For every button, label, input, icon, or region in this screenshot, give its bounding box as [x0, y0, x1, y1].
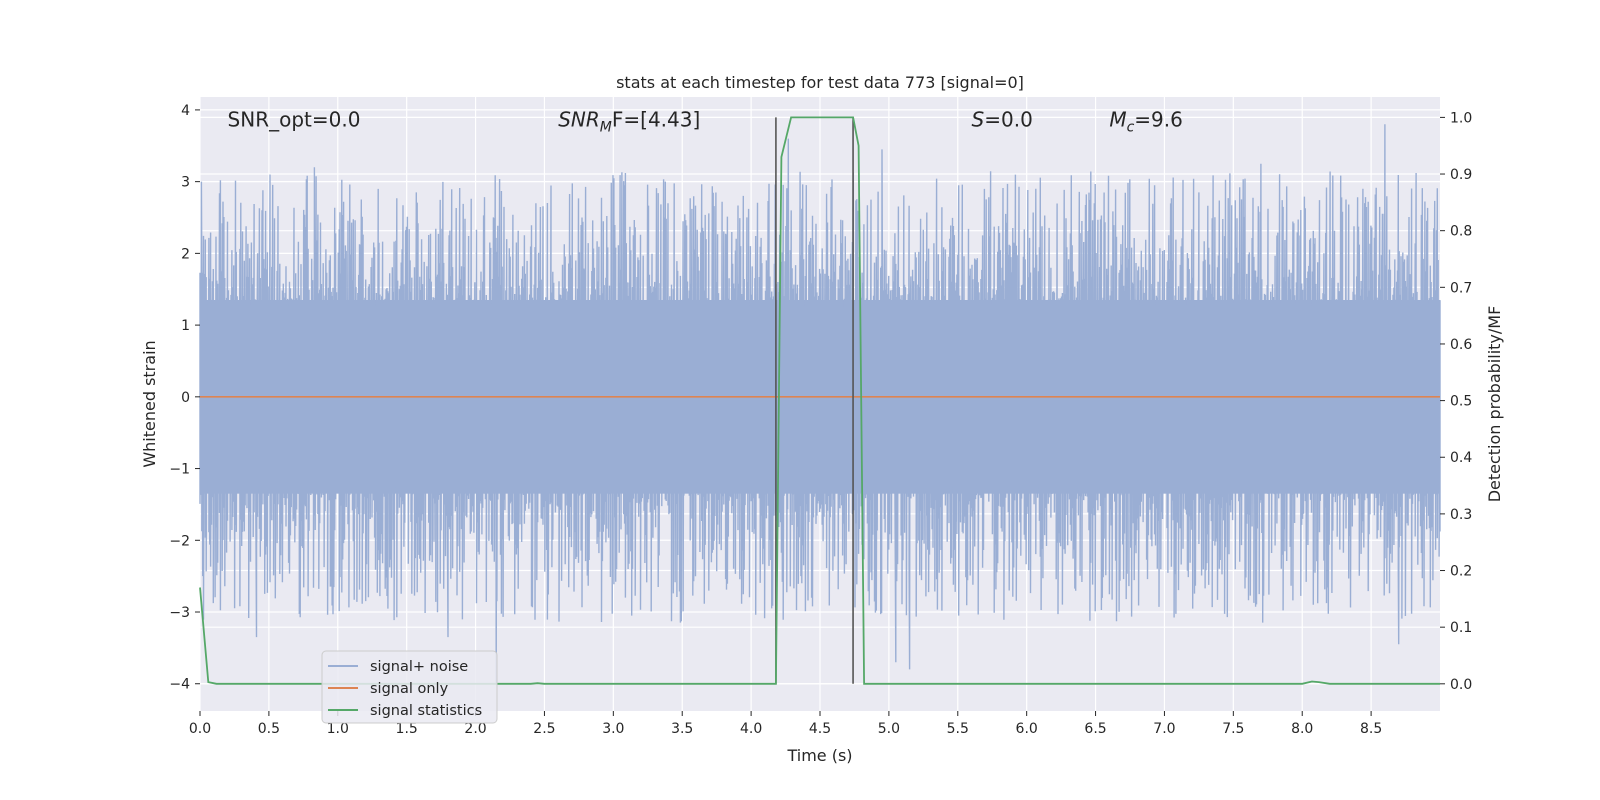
x-tick-label: 8.5: [1360, 721, 1382, 737]
chart-title: stats at each timestep for test data 773…: [616, 73, 1024, 92]
noise-trace: [199, 124, 1441, 684]
y-right-tick-label: 0.6: [1450, 337, 1472, 353]
legend-label: signal+ noise: [370, 659, 468, 675]
x-tick-label: 0.5: [258, 721, 280, 737]
y-left-tick-label: −4: [169, 677, 190, 693]
x-tick-label: 7.5: [1222, 721, 1244, 737]
y-left-tick-label: 1: [181, 318, 190, 334]
y-right-tick-label: 0.3: [1450, 507, 1472, 523]
x-tick-label: 0.0: [189, 721, 211, 737]
y-right-tick-label: 1.0: [1450, 110, 1472, 126]
y-right-tick-label: 0.9: [1450, 167, 1472, 183]
x-tick-label: 1.0: [327, 721, 349, 737]
x-tick-label: 4.5: [809, 721, 831, 737]
legend: signal+ noise signal only signal statistic…: [321, 650, 498, 724]
x-tick-label: 3.5: [671, 721, 693, 737]
y-left-tick-label: 4: [181, 103, 190, 119]
x-tick-label: 1.5: [396, 721, 418, 737]
x-tick-label: 2.0: [464, 721, 486, 737]
x-tick-label: 6.0: [1016, 721, 1038, 737]
y-left-tick-label: −2: [169, 533, 190, 549]
y-right-tick-label: 0.0: [1450, 677, 1472, 693]
x-tick-label: 3.0: [602, 721, 624, 737]
x-axis-ticks: 0.0 0.5 1.0 1.5 2.0 2.5 3.0 3.5 4.0 4.5 5.0 5.5 6.0 6…: [189, 711, 1382, 737]
y-right-tick-label: 0.5: [1450, 394, 1472, 410]
legend-label: signal statistics: [370, 703, 482, 719]
y-left-axis-ticks: −4 −3 −2 −1 0 1 2 3 4: [169, 103, 200, 693]
y-left-tick-label: 2: [181, 246, 190, 262]
s-value-annotation: S=0.0: [972, 107, 1033, 131]
vertical-markers: [775, 117, 854, 684]
y-right-axis-label: Detection probability/MF: [1485, 306, 1504, 503]
y-right-tick-label: 0.4: [1450, 450, 1472, 466]
y-right-tick-label: 0.8: [1450, 224, 1472, 240]
x-tick-label: 7.0: [1153, 721, 1175, 737]
x-tick-label: 8.0: [1291, 721, 1313, 737]
y-right-tick-label: 0.7: [1450, 280, 1472, 296]
x-tick-label: 5.0: [878, 721, 900, 737]
y-left-tick-label: −3: [169, 605, 190, 621]
x-tick-label: 2.5: [533, 721, 555, 737]
snr-opt-annotation: SNR_opt=0.0: [228, 107, 361, 131]
y-left-tick-label: 3: [181, 175, 190, 191]
y-right-axis-ticks: 0.0 0.1 0.2 0.3 0.4 0.5 0.6 0.7 0.8 0.9 1.0: [1440, 110, 1472, 693]
y-left-axis-label: Whitened strain: [140, 340, 159, 467]
y-left-tick-label: −1: [169, 462, 190, 478]
x-axis-label: Time (s): [786, 746, 852, 765]
legend-label: signal only: [370, 681, 449, 697]
mc-value-annotation: Mc=9.6: [1109, 107, 1183, 135]
annotations: SNR_opt=0.0 SNRMF=[4.43] S=0.0 Mc=9.6: [228, 107, 1183, 135]
legend-box: [321, 650, 498, 724]
snr-mf-annotation: SNRMF=[4.43]: [558, 107, 700, 135]
x-tick-label: 6.5: [1084, 721, 1106, 737]
y-left-tick-label: 0: [181, 390, 190, 406]
y-right-tick-label: 0.2: [1450, 564, 1472, 580]
y-right-tick-label: 0.1: [1450, 620, 1472, 636]
x-tick-label: 5.5: [947, 721, 969, 737]
x-tick-label: 4.0: [740, 721, 762, 737]
